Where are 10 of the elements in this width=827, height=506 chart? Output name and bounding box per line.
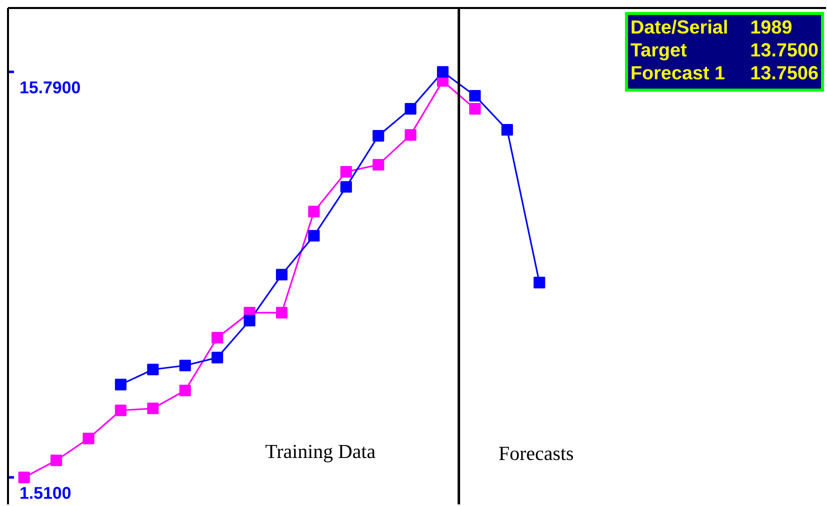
text: Target bbox=[630, 44, 687, 61]
annotation: Training Data bbox=[266, 445, 376, 462]
text: Forecast 1 bbox=[632, 66, 724, 80]
y-tick-label: 15.7900 bbox=[20, 82, 80, 94]
text: 13.7500 bbox=[751, 43, 818, 57]
text: 1989 bbox=[751, 20, 792, 34]
y-tick-label: 1.5100 bbox=[20, 487, 71, 500]
text: 13.7506 bbox=[751, 66, 818, 80]
text: Date/Serial bbox=[632, 20, 727, 34]
annotation: Forecasts bbox=[499, 447, 574, 460]
